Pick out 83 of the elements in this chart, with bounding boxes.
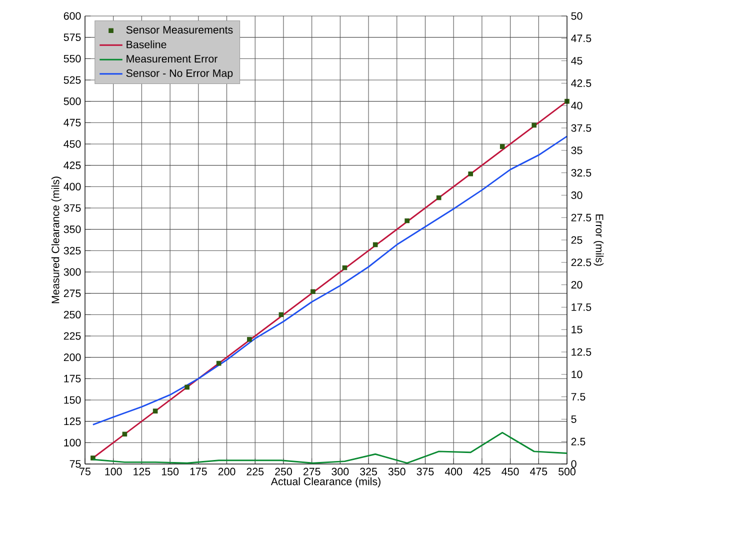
y-tick-label: 375 xyxy=(64,204,81,212)
x-tick-label: 425 xyxy=(473,468,490,476)
x-tick-label: 275 xyxy=(303,468,320,476)
point xyxy=(122,432,128,437)
y-tick-label: 100 xyxy=(64,438,81,446)
y2-tick-label: 35 xyxy=(571,146,582,154)
y-tick-label: 350 xyxy=(64,226,81,234)
y2-tick-label: 42.5 xyxy=(571,79,592,87)
y-tick-label: 150 xyxy=(64,396,81,404)
point xyxy=(500,144,505,149)
y2-tick-label: 17.5 xyxy=(572,303,592,311)
legend-label: Baseline xyxy=(126,40,166,48)
y2-tick-label: 5 xyxy=(571,415,576,423)
y2-tick-label: 47.5 xyxy=(571,34,592,42)
y2-tick-label: 32.5 xyxy=(571,169,592,177)
y-tick-label: 250 xyxy=(64,310,81,318)
y-tick-label: 575 xyxy=(64,34,81,42)
legend-label: Measurement Error xyxy=(126,55,218,63)
y-tick-label: 425 xyxy=(64,162,81,170)
point xyxy=(372,242,378,248)
y-tick-label: 500 xyxy=(64,98,81,106)
y2-tick-label: 15 xyxy=(572,326,582,334)
line-series xyxy=(92,136,568,426)
x-tick-label: 175 xyxy=(190,468,207,476)
y2-tick-label: 50 xyxy=(571,12,582,20)
y-tick-label: 200 xyxy=(64,354,81,362)
x-tick-label: 75 xyxy=(80,468,90,476)
y2-tick-label: 22.5 xyxy=(571,258,592,266)
x-axis-title: Actual Clearance (mils) xyxy=(270,477,380,488)
x-tick-label: 125 xyxy=(134,468,150,476)
y2-tick-label: 2.5 xyxy=(571,438,586,446)
x-tick-label: 450 xyxy=(502,468,519,476)
point xyxy=(310,289,316,294)
y2-tick-label: 0 xyxy=(571,460,576,468)
y2-tick-label: 20 xyxy=(571,281,582,289)
y2-tick-label: 27.5 xyxy=(571,214,592,222)
x-tick-label: 400 xyxy=(444,468,462,476)
y2-tick-label: 40 xyxy=(571,102,582,110)
y-tick-label: 525 xyxy=(64,76,81,84)
y2-tick-label: 25 xyxy=(571,236,582,244)
point xyxy=(278,312,284,318)
y-tick-label: 225 xyxy=(64,332,81,340)
y2-tick-label: 7.5 xyxy=(571,393,586,401)
x-tick-label: 250 xyxy=(275,468,292,476)
y2-tick-label: 10 xyxy=(572,370,582,378)
y2-tick-label: 12.5 xyxy=(572,348,592,356)
y-axis-title: Measured Clearance (mils) xyxy=(51,176,62,304)
legend-label: Sensor Measurements xyxy=(126,26,233,34)
x-tick-label: 350 xyxy=(388,468,406,476)
point xyxy=(404,218,410,224)
x-tick-label: 200 xyxy=(218,468,236,476)
y-tick-label: 175 xyxy=(64,374,81,382)
point xyxy=(184,384,190,390)
y-tick-label: 600 xyxy=(64,12,81,20)
point xyxy=(468,171,474,176)
x-tick-label: 300 xyxy=(332,468,349,476)
y2-tick-label: 30 xyxy=(571,191,582,199)
y-tick-label: 325 xyxy=(64,246,81,254)
y2-tick-label: 37.5 xyxy=(571,124,592,132)
x-tick-label: 150 xyxy=(162,468,179,476)
y-tick-label: 475 xyxy=(64,118,81,126)
y2-axis-title: Error (mils) xyxy=(594,214,604,266)
y-tick-label: 75 xyxy=(70,460,81,468)
y-tick-label: 550 xyxy=(64,54,81,62)
x-tick-label: 225 xyxy=(246,468,264,476)
y2-tick-label: 45 xyxy=(571,57,582,65)
point xyxy=(247,336,252,342)
point xyxy=(436,195,442,200)
point xyxy=(152,408,158,414)
y-tick-label: 400 xyxy=(64,182,81,190)
y-tick-label: 450 xyxy=(64,140,81,148)
x-tick-label: 100 xyxy=(105,468,122,476)
x-tick-label: 375 xyxy=(416,468,434,476)
y-tick-label: 275 xyxy=(64,290,81,298)
x-tick-label: 475 xyxy=(530,468,548,476)
y-tick-label: 125 xyxy=(64,418,81,426)
x-tick-label: 325 xyxy=(360,468,377,476)
y-tick-label: 300 xyxy=(64,268,81,276)
legend-label: Sensor - No Error Map xyxy=(126,69,233,80)
point xyxy=(532,122,537,128)
point xyxy=(90,456,96,460)
x-tick-label: 500 xyxy=(558,468,576,476)
point xyxy=(216,360,222,366)
